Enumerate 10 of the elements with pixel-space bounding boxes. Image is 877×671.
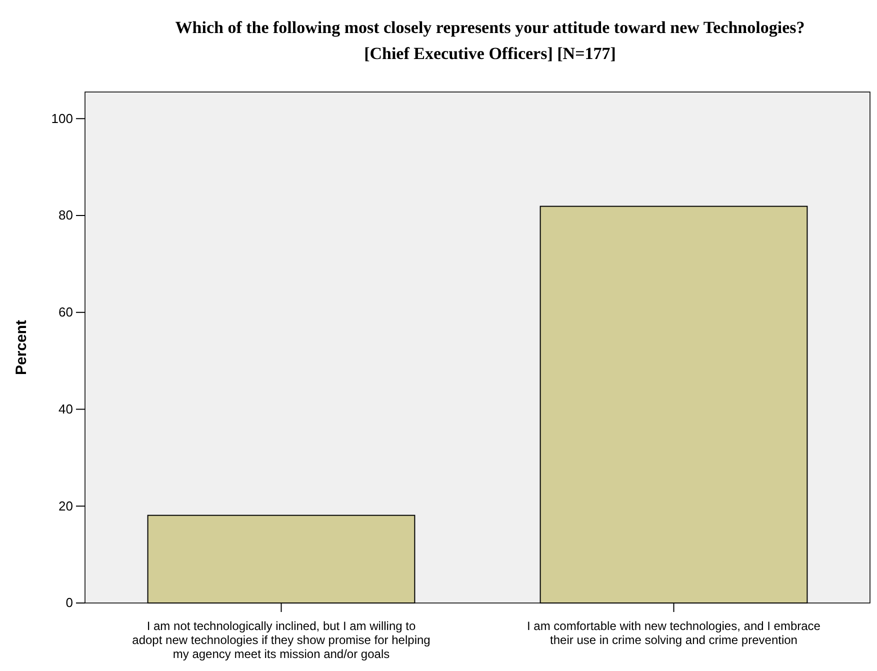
y-tick-label: 40 [58, 401, 73, 416]
x-tick-label: I am not technologically inclined, but I am willing to adopt new technologies if they show promise for helping my agency meet its mission and/or goals [132, 619, 430, 661]
y-axis-title: Percent [13, 320, 30, 376]
x-tick-label: I am comfortable with new technologies, and I embrace their use in crime solving and crime prevention [527, 619, 821, 647]
y-tick-label: 80 [58, 208, 73, 223]
chart-title: Which of the following most closely represents your attitude toward new Technologies? [Chief Executive Officers] [N=177] [175, 18, 805, 63]
y-tick-label: 100 [51, 110, 73, 126]
y-tick-label: 20 [58, 498, 73, 514]
y-tick-label: 0 [66, 595, 73, 610]
y-tick-label: 60 [58, 304, 73, 320]
